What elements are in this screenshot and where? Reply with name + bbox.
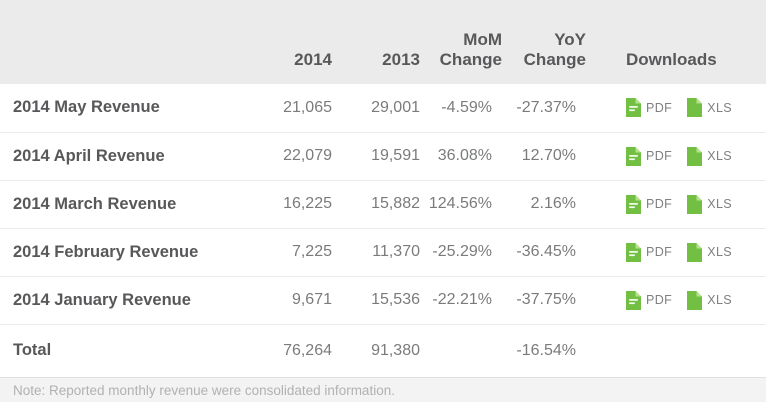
- pdf-file-icon: [626, 242, 641, 262]
- table-row: 2014 January Revenue 9,671 15,536 -22.21…: [0, 275, 766, 324]
- footer-note: Note: Reported monthly revenue were cons…: [0, 377, 766, 402]
- value-mom: 124.56%: [420, 179, 502, 228]
- xls-download-label: XLS: [707, 100, 733, 115]
- pdf-file-icon: [626, 146, 641, 166]
- row-label: 2014 March Revenue: [0, 179, 244, 228]
- column-header-yoy: YoY Change: [502, 0, 586, 84]
- pdf-download-link[interactable]: PDF: [626, 146, 673, 166]
- pdf-download-label: PDF: [646, 149, 673, 163]
- xls-download-label: XLS: [707, 245, 733, 259]
- value-yoy: 2.16%: [502, 179, 586, 228]
- xls-download-link[interactable]: XLS: [687, 146, 733, 166]
- value-yoy: -27.37%: [516, 98, 576, 116]
- row-label: 2014 April Revenue: [0, 131, 244, 180]
- value-2014: 21,065: [283, 98, 332, 116]
- pdf-download-link[interactable]: PDF: [626, 98, 673, 118]
- xls-download-label: XLS: [707, 149, 733, 163]
- total-value-yoy: -16.54%: [502, 323, 586, 377]
- value-mom: 36.08%: [420, 131, 502, 180]
- value-yoy: -36.45%: [502, 227, 586, 276]
- pdf-download-label: PDF: [646, 100, 673, 115]
- value-2013: 15,882: [332, 179, 420, 228]
- value-2013: 11,370: [332, 227, 420, 276]
- downloads-cell: PDF XLS: [626, 194, 766, 214]
- xls-download-link[interactable]: XLS: [687, 290, 733, 310]
- revenue-table: 2014 2013 MoM Change YoY Change Download…: [0, 0, 766, 377]
- value-2014: 9,671: [244, 275, 332, 324]
- row-label: 2014 January Revenue: [0, 275, 244, 324]
- value-2014: 7,225: [244, 227, 332, 276]
- pdf-download-label: PDF: [646, 245, 673, 259]
- pdf-download-link[interactable]: PDF: [626, 242, 673, 262]
- total-row: Total 76,264 91,380 -16.54%: [0, 323, 766, 377]
- value-2013: 19,591: [332, 131, 420, 180]
- pdf-file-icon: [626, 98, 641, 118]
- xls-file-icon: [687, 242, 703, 262]
- xls-download-label: XLS: [707, 293, 733, 307]
- value-yoy: -37.75%: [502, 275, 586, 324]
- value-mom: -25.29%: [420, 227, 502, 276]
- pdf-download-label: PDF: [646, 197, 673, 211]
- xls-download-link[interactable]: XLS: [687, 242, 733, 262]
- total-value-2014: 76,264: [244, 323, 332, 377]
- total-value-2013: 91,380: [332, 323, 420, 377]
- downloads-cell: PDF XLS: [626, 242, 766, 262]
- pdf-file-icon: [626, 194, 641, 214]
- table-row: 2014 March Revenue 16,225 15,882 124.56%…: [0, 179, 766, 228]
- row-label: 2014 February Revenue: [0, 227, 244, 276]
- xls-download-label: XLS: [707, 197, 733, 211]
- value-mom: -4.59%: [441, 98, 492, 116]
- xls-file-icon: [687, 98, 703, 118]
- row-label: 2014 May Revenue: [13, 98, 160, 117]
- downloads-cell: PDF XLS: [626, 98, 766, 118]
- value-2013: 29,001: [371, 98, 420, 116]
- pdf-download-link[interactable]: PDF: [626, 290, 673, 310]
- pdf-download-label: PDF: [646, 293, 673, 307]
- value-yoy: 12.70%: [502, 131, 586, 180]
- xls-file-icon: [687, 290, 703, 310]
- table-row: 2014 February Revenue 7,225 11,370 -25.2…: [0, 227, 766, 276]
- xls-download-link[interactable]: XLS: [687, 194, 733, 214]
- column-header-blank: [0, 0, 244, 84]
- column-header-2013: 2013: [332, 0, 420, 84]
- column-header-downloads: Downloads: [586, 0, 766, 84]
- column-header-mom: MoM Change: [420, 0, 502, 84]
- table-row: 2014 May Revenue 21,065 29,001 -4.59% -2…: [0, 84, 766, 132]
- table-row: 2014 April Revenue 22,079 19,591 36.08% …: [0, 131, 766, 180]
- value-2013: 15,536: [332, 275, 420, 324]
- total-value-mom: [420, 323, 502, 377]
- table-header-row: 2014 2013 MoM Change YoY Change Download…: [0, 0, 766, 84]
- downloads-cell: PDF XLS: [626, 146, 766, 166]
- downloads-cell: PDF XLS: [626, 290, 766, 310]
- xls-file-icon: [687, 194, 703, 214]
- pdf-file-icon: [626, 290, 641, 310]
- column-header-2014: 2014: [244, 0, 332, 84]
- value-mom: -22.21%: [420, 275, 502, 324]
- xls-file-icon: [687, 146, 703, 166]
- total-label: Total: [0, 323, 244, 377]
- pdf-download-link[interactable]: PDF: [626, 194, 673, 214]
- xls-download-link[interactable]: XLS: [687, 98, 733, 118]
- value-2014: 22,079: [244, 131, 332, 180]
- value-2014: 16,225: [244, 179, 332, 228]
